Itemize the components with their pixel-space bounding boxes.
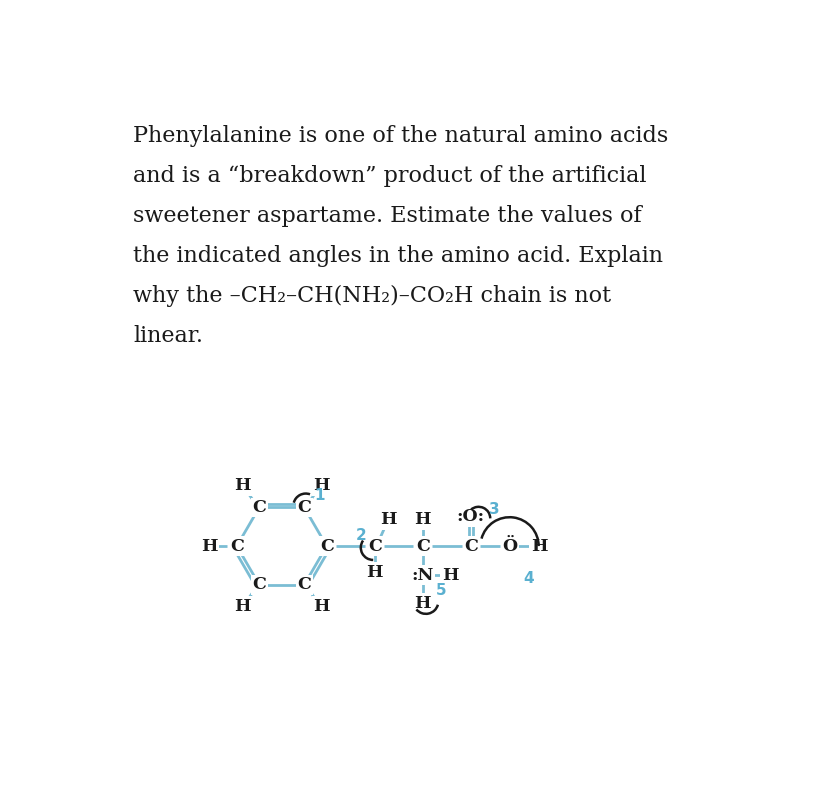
Text: 5: 5 [436,583,447,599]
Text: 4: 4 [523,571,533,586]
Text: :N: :N [411,567,433,584]
Text: H: H [234,477,251,494]
Text: sweetener aspartame. Estimate the values of: sweetener aspartame. Estimate the values… [133,205,641,227]
Text: :O:: :O: [457,508,485,525]
Text: why the –CH₂–CH(NH₂)–CO₂H chain is not: why the –CH₂–CH(NH₂)–CO₂H chain is not [133,285,610,307]
Text: C: C [367,538,381,555]
Text: C: C [252,576,266,593]
Text: 2: 2 [355,528,366,543]
Text: H: H [366,563,383,581]
Text: C: C [319,538,333,555]
Text: H: H [201,538,218,555]
Text: H: H [441,567,457,584]
Text: H: H [380,512,396,528]
Text: H: H [234,598,251,614]
Text: H: H [313,598,329,614]
Text: C: C [252,499,266,516]
Text: C: C [415,538,429,555]
Text: Ö: Ö [501,538,517,555]
Text: C: C [230,538,243,555]
Text: C: C [297,576,311,593]
Text: H: H [530,538,547,555]
Text: C: C [463,538,477,555]
Text: Phenylalanine is one of the natural amino acids: Phenylalanine is one of the natural amin… [133,125,667,147]
Text: the indicated angles in the amino acid. Explain: the indicated angles in the amino acid. … [133,245,662,267]
Text: H: H [414,595,431,611]
Text: linear.: linear. [133,325,203,347]
Text: H: H [414,512,431,528]
Text: C: C [297,499,311,516]
Text: 3: 3 [488,501,499,516]
Text: and is a “breakdown” product of the artificial: and is a “breakdown” product of the arti… [133,165,646,187]
Text: 1: 1 [314,488,324,503]
Text: H: H [313,477,329,494]
